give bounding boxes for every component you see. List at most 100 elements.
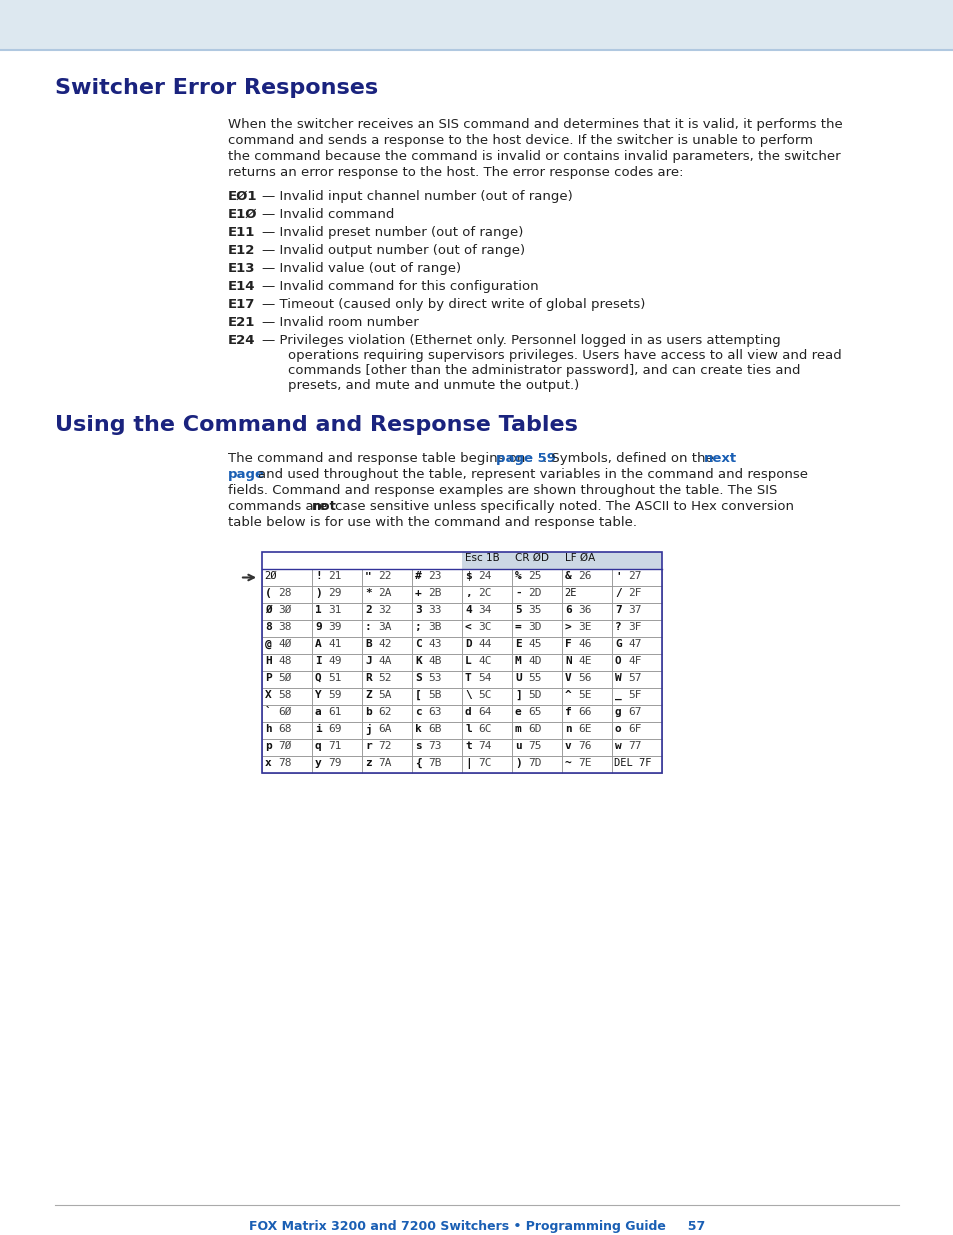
Bar [461, 585, 512, 603]
Text: 6B: 6B [428, 724, 441, 734]
Text: Esc 1B: Esc 1B [464, 553, 499, 563]
Text: H: H [265, 656, 272, 666]
Bar [561, 739, 612, 756]
Text: Y: Y [314, 690, 321, 700]
Text: operations requiring supervisors privileges. Users have access to all view and r: operations requiring supervisors privile… [288, 350, 841, 362]
Bar [412, 739, 461, 756]
Text: M: M [515, 656, 521, 666]
Bar [561, 756, 612, 773]
Text: 44: 44 [477, 638, 491, 650]
Bar [361, 585, 412, 603]
Bar [361, 569, 412, 585]
Text: table below is for use with the command and response table.: table below is for use with the command … [228, 516, 637, 529]
Bar [262, 722, 312, 739]
Text: {: { [415, 758, 421, 768]
Text: — Invalid output number (out of range): — Invalid output number (out of range) [262, 245, 524, 257]
Bar [361, 705, 412, 722]
Text: 3: 3 [415, 605, 421, 615]
Bar [512, 739, 561, 756]
Text: V: V [564, 673, 571, 683]
Bar [262, 552, 661, 773]
Text: Switcher Error Responses: Switcher Error Responses [55, 78, 377, 98]
Text: 69: 69 [328, 724, 341, 734]
Text: @: @ [265, 638, 272, 650]
Text: 4: 4 [464, 605, 471, 615]
Bar [512, 620, 561, 637]
Text: l: l [464, 724, 471, 734]
Text: 22: 22 [377, 571, 391, 580]
Bar [512, 569, 561, 585]
Text: — Invalid input channel number (out of range): — Invalid input channel number (out of r… [262, 190, 572, 203]
Text: E21: E21 [228, 316, 255, 329]
Text: 5B: 5B [428, 690, 441, 700]
Text: — Invalid preset number (out of range): — Invalid preset number (out of range) [262, 226, 523, 240]
Text: v: v [564, 741, 571, 751]
Text: E24: E24 [228, 333, 255, 347]
Text: 45: 45 [527, 638, 541, 650]
Text: 5Ø: 5Ø [277, 673, 292, 683]
Bar [312, 637, 361, 655]
Text: 7Ø: 7Ø [277, 741, 292, 751]
Text: <: < [464, 622, 471, 632]
Text: 39: 39 [328, 622, 341, 632]
Text: 5C: 5C [477, 690, 491, 700]
Text: K: K [415, 656, 421, 666]
Bar [412, 688, 461, 705]
Text: 4E: 4E [578, 656, 591, 666]
Text: — Invalid room number: — Invalid room number [262, 316, 418, 329]
Text: page: page [228, 468, 265, 480]
Text: 23: 23 [428, 571, 441, 580]
Text: 79: 79 [328, 758, 341, 768]
Text: 7B: 7B [428, 758, 441, 768]
Bar [461, 637, 512, 655]
Bar [512, 585, 561, 603]
Text: 38: 38 [277, 622, 292, 632]
Bar [0, 0, 953, 49]
Text: 3Ø: 3Ø [277, 605, 292, 615]
Bar [561, 655, 612, 671]
Text: 1: 1 [314, 605, 321, 615]
Bar [612, 722, 661, 739]
Text: 47: 47 [627, 638, 640, 650]
Text: 4Ø: 4Ø [277, 638, 292, 650]
Bar [461, 655, 512, 671]
Bar [361, 637, 412, 655]
Bar [412, 620, 461, 637]
Bar [561, 603, 612, 620]
Bar [312, 603, 361, 620]
Text: b: b [365, 706, 372, 718]
Text: FOX Matrix 3200 and 7200 Switchers • Programming Guide     57: FOX Matrix 3200 and 7200 Switchers • Pro… [249, 1220, 704, 1233]
Text: `: ` [265, 706, 272, 718]
Text: 51: 51 [328, 673, 341, 683]
Text: 4C: 4C [477, 656, 491, 666]
Bar [262, 655, 312, 671]
Text: 58: 58 [277, 690, 292, 700]
Text: 66: 66 [578, 706, 591, 718]
Text: 35: 35 [527, 605, 541, 615]
Text: presets, and mute and unmute the output.): presets, and mute and unmute the output.… [288, 379, 578, 391]
Bar [461, 705, 512, 722]
Text: $: $ [464, 571, 471, 580]
Text: R: R [365, 673, 372, 683]
Text: 48: 48 [277, 656, 292, 666]
Text: ,: , [464, 588, 471, 598]
Text: /: / [615, 588, 621, 598]
Bar [361, 671, 412, 688]
Bar [461, 603, 512, 620]
Text: commands are: commands are [228, 500, 331, 513]
Text: z: z [365, 758, 372, 768]
Bar [612, 739, 661, 756]
Text: 3E: 3E [578, 622, 591, 632]
Text: [: [ [415, 690, 421, 700]
Text: -: - [515, 588, 521, 598]
Text: n: n [564, 724, 571, 734]
Text: 2A: 2A [377, 588, 391, 598]
Text: 4F: 4F [627, 656, 640, 666]
Bar [461, 688, 512, 705]
Text: EØ1: EØ1 [228, 190, 257, 203]
Text: 73: 73 [428, 741, 441, 751]
Bar [461, 756, 512, 773]
Text: Ø: Ø [265, 605, 272, 615]
Text: 6C: 6C [477, 724, 491, 734]
Text: 68: 68 [277, 724, 292, 734]
